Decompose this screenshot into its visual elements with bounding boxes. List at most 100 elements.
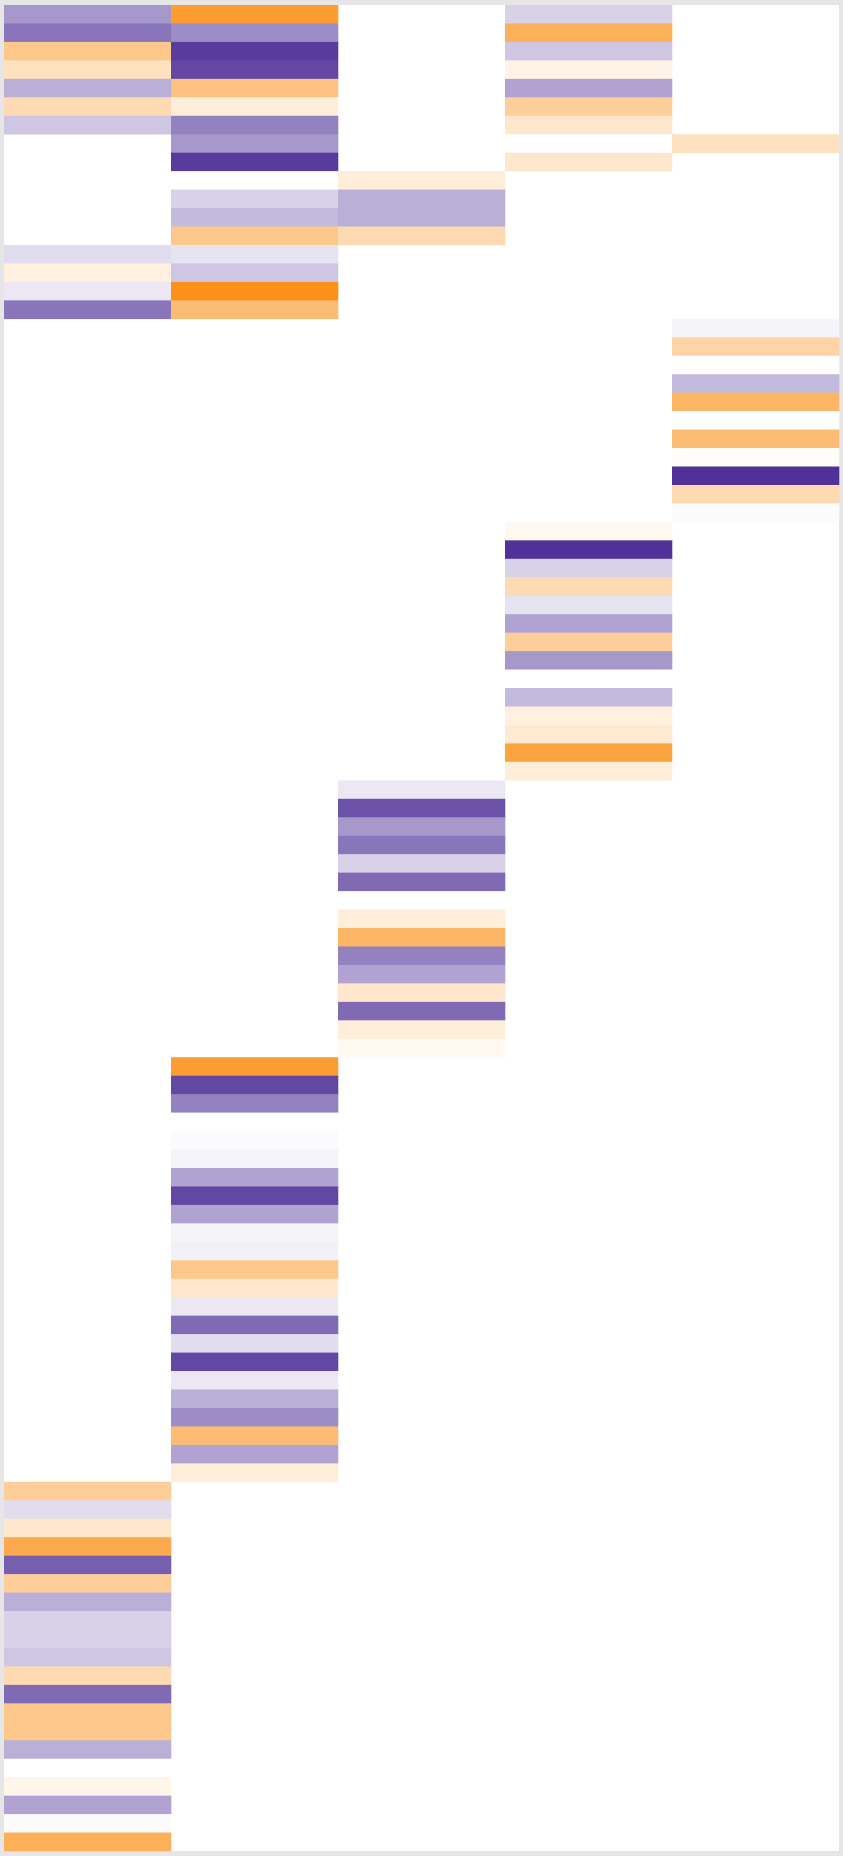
heatmap-cell bbox=[4, 244, 172, 264]
heatmap-cell bbox=[4, 1481, 172, 1501]
heatmap-cell bbox=[672, 337, 840, 357]
heatmap-cell bbox=[338, 1020, 506, 1040]
heatmap-cell bbox=[4, 1814, 172, 1833]
heatmap-cell bbox=[338, 891, 506, 910]
heatmap-cell bbox=[505, 41, 673, 61]
heatmap-cell bbox=[338, 835, 506, 855]
heatmap-cell bbox=[338, 1038, 506, 1058]
heatmap-cell bbox=[171, 23, 339, 43]
heatmap-cell bbox=[4, 1629, 172, 1649]
heatmap-cell bbox=[672, 484, 840, 504]
heatmap-cell bbox=[171, 1057, 339, 1076]
heatmap-cell bbox=[4, 1647, 172, 1667]
heatmap-cell bbox=[338, 946, 506, 966]
heatmap-cell bbox=[171, 1204, 339, 1224]
heatmap-cell bbox=[4, 1666, 172, 1686]
heatmap-cell bbox=[4, 1500, 172, 1520]
heatmap-cell bbox=[4, 1740, 172, 1759]
heatmap-cell bbox=[338, 798, 506, 818]
heatmap-cell bbox=[171, 1075, 339, 1095]
heatmap-cell bbox=[171, 5, 339, 24]
heatmap-cell bbox=[171, 1260, 339, 1280]
heatmap-cell bbox=[4, 281, 172, 301]
heatmap-cell bbox=[4, 1537, 172, 1556]
heatmap-cell bbox=[171, 171, 339, 190]
heatmap-cell bbox=[171, 78, 339, 98]
heatmap-cell bbox=[171, 1131, 339, 1150]
heatmap-cell bbox=[505, 743, 673, 763]
heatmap-cell bbox=[4, 1611, 172, 1630]
heatmap-cell bbox=[171, 208, 339, 227]
heatmap-cell bbox=[505, 23, 673, 43]
heatmap-cell bbox=[171, 1186, 339, 1206]
heatmap-cell bbox=[338, 928, 506, 947]
heatmap-cell bbox=[171, 1426, 339, 1446]
heatmap-cell bbox=[4, 97, 172, 117]
heatmap-cell bbox=[338, 189, 506, 209]
heatmap-cell bbox=[338, 1001, 506, 1021]
heatmap-cell bbox=[171, 300, 339, 320]
heatmap-cell bbox=[672, 503, 840, 523]
heatmap-cell bbox=[672, 134, 840, 153]
heatmap-cell bbox=[505, 60, 673, 80]
heatmap-cell bbox=[171, 115, 339, 135]
heatmap-cell bbox=[4, 1795, 172, 1815]
heatmap-cell bbox=[4, 115, 172, 135]
heatmap-cell bbox=[171, 1241, 339, 1261]
heatmap-cell bbox=[672, 392, 840, 412]
heatmap-cell bbox=[171, 1223, 339, 1243]
heatmap-cell bbox=[505, 577, 673, 597]
heatmap-cell bbox=[171, 1149, 339, 1169]
heatmap-cell bbox=[338, 854, 506, 873]
heatmap-cell bbox=[505, 5, 673, 24]
heatmap-cell bbox=[171, 1297, 339, 1316]
heatmap-cell bbox=[4, 1721, 172, 1741]
heatmap-cell bbox=[171, 134, 339, 153]
heatmap-cell bbox=[171, 1315, 339, 1335]
heatmap-cell bbox=[171, 97, 339, 117]
heatmap-cell bbox=[4, 1574, 172, 1593]
heatmap-cell bbox=[672, 466, 840, 486]
heatmap-cell bbox=[338, 964, 506, 984]
heatmap-cell bbox=[4, 1518, 172, 1538]
heatmap-cell bbox=[171, 60, 339, 80]
heatmap-cell bbox=[4, 78, 172, 98]
heatmap-cell bbox=[171, 1389, 339, 1409]
heatmap-cell bbox=[4, 300, 172, 320]
heatmap-cell bbox=[338, 909, 506, 929]
heatmap-cell bbox=[505, 558, 673, 578]
heatmap-cell bbox=[4, 41, 172, 61]
heatmap-cell bbox=[505, 706, 673, 726]
heatmap-cell bbox=[505, 669, 673, 689]
heatmap-cell bbox=[4, 1555, 172, 1575]
heatmap-cell bbox=[4, 1684, 172, 1704]
heatmap-cell bbox=[338, 872, 506, 892]
heatmap-cell bbox=[505, 152, 673, 172]
heatmap-cell bbox=[171, 1352, 339, 1372]
heatmap-cell bbox=[171, 1371, 339, 1390]
heatmap-cell bbox=[4, 1703, 172, 1723]
heatmap-cell bbox=[4, 263, 172, 283]
heatmap-cell bbox=[171, 1407, 339, 1427]
heatmap-cell bbox=[505, 614, 673, 633]
heatmap-cell bbox=[171, 152, 339, 172]
heatmap-cell bbox=[672, 318, 840, 338]
heatmap-cell bbox=[4, 60, 172, 80]
heatmap-cell bbox=[672, 374, 840, 393]
heatmap-cell bbox=[4, 23, 172, 43]
heatmap-cell bbox=[171, 263, 339, 283]
heatmap-cell bbox=[4, 5, 172, 24]
heatmap-cell bbox=[171, 1444, 339, 1464]
heatmap-cell bbox=[338, 171, 506, 190]
heatmap-cell bbox=[505, 724, 673, 744]
heatmap-cell bbox=[171, 1167, 339, 1187]
heatmap-cell bbox=[505, 78, 673, 98]
heatmap-cell bbox=[505, 115, 673, 135]
heatmap-cell bbox=[338, 226, 506, 246]
heatmap-cell bbox=[171, 244, 339, 264]
heatmap-cell bbox=[672, 448, 840, 467]
heatmap-cell bbox=[505, 521, 673, 541]
heatmap-cell bbox=[505, 632, 673, 652]
